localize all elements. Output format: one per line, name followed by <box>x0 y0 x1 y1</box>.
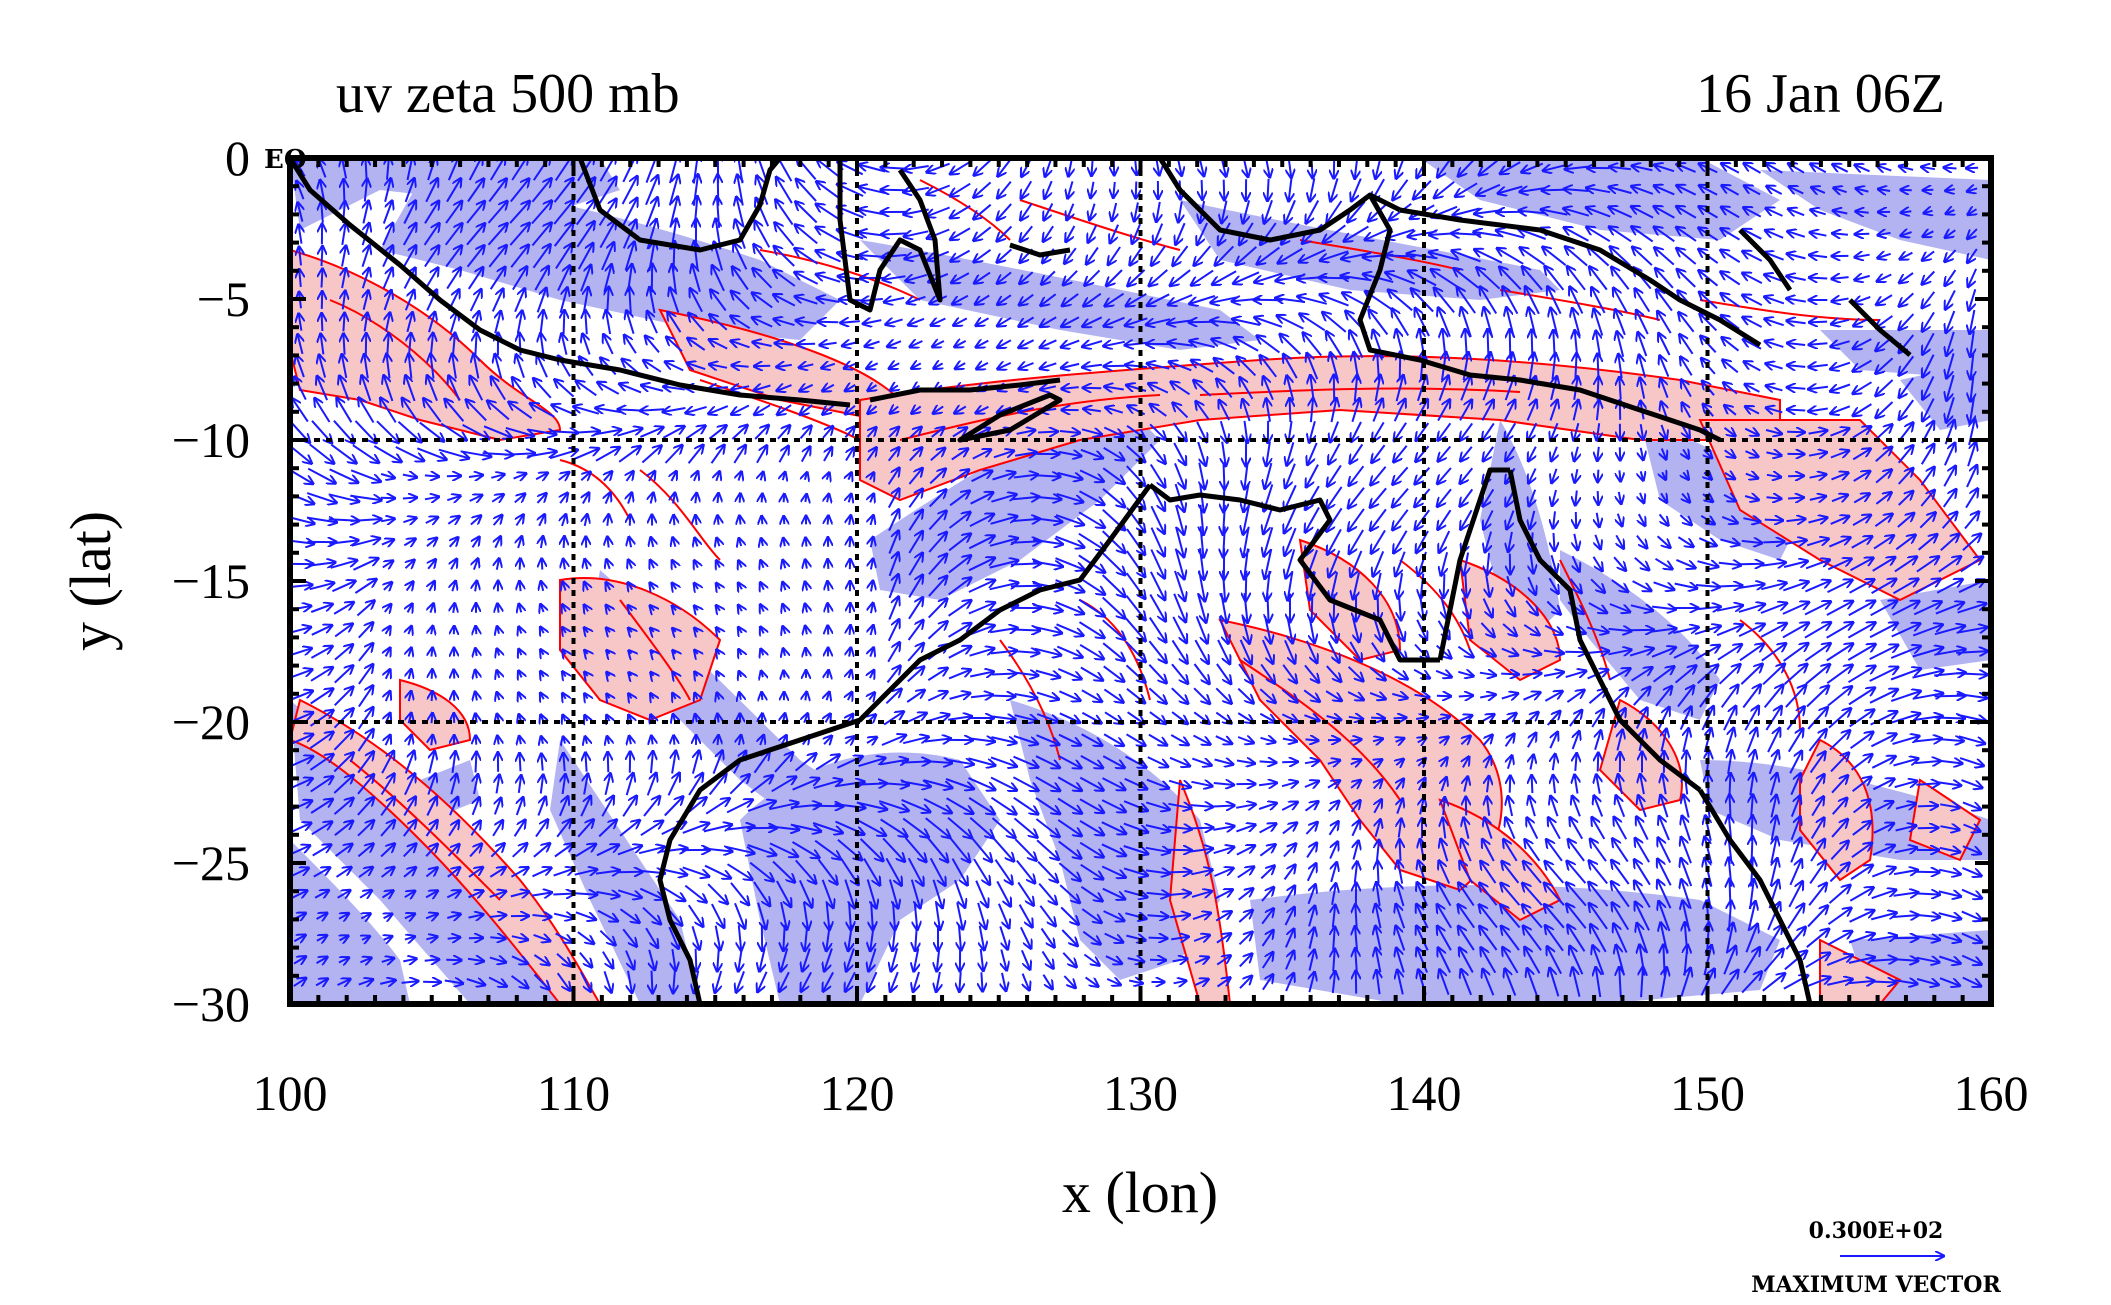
x-axis-label: x (lon) <box>1062 1160 1218 1225</box>
map-valid-time: 16 Jan 06Z <box>1696 63 1945 125</box>
coastline-gulf-carpentaria <box>1437 467 1510 661</box>
y-tick-label: −25 <box>172 835 250 891</box>
coastline-australia-west <box>657 483 1153 1004</box>
equator-label: EQ <box>264 145 306 175</box>
x-axis-ticks: 100 110 120 130 140 150 160 <box>253 1065 2029 1121</box>
coastline-sulawesi <box>837 158 943 313</box>
coastline-new-guinea-south <box>1357 193 1722 443</box>
coastline-java <box>559 357 851 408</box>
coastlines <box>290 158 1912 1004</box>
max-vector-legend: 0.300E+02 MAXIMUM VECTOR <box>1751 1218 2001 1298</box>
coastline-new-guinea-east <box>1399 207 1762 348</box>
coastline-bismarck <box>1738 228 1793 292</box>
y-axis-label: y (lat) <box>58 511 123 651</box>
x-tick-label: 150 <box>1670 1065 1745 1121</box>
x-tick-label: 120 <box>820 1065 895 1121</box>
coastline-solomons <box>1848 298 1912 357</box>
x-tick-label: 140 <box>1387 1065 1462 1121</box>
map-title: uv zeta 500 mb <box>336 63 680 125</box>
y-tick-label: −5 <box>197 271 250 327</box>
coastline-australia-north <box>1148 483 1440 663</box>
y-tick-label: −10 <box>172 412 250 468</box>
x-tick-label: 130 <box>1103 1065 1178 1121</box>
max-vector-value: 0.300E+02 <box>1809 1218 1944 1244</box>
coastline-cape-york <box>1507 469 1702 792</box>
coastline-borneo <box>577 158 782 253</box>
y-tick-label: −15 <box>172 553 250 609</box>
plot-area <box>290 158 1991 1004</box>
coastline-timor <box>957 392 1063 443</box>
y-tick-label: −20 <box>172 694 250 750</box>
max-vector-caption: MAXIMUM VECTOR <box>1751 1272 2001 1298</box>
y-tick-label: 0 <box>225 130 250 186</box>
x-tick-label: 110 <box>537 1065 610 1121</box>
minor-ticks <box>288 156 1993 1006</box>
y-axis-ticks: 0 −5 −10 −15 −20 −25 −30 <box>172 130 250 1032</box>
coastline-australia-east <box>1697 788 1813 1004</box>
coastline-new-guinea-north <box>1157 158 1402 243</box>
coastline-nusa-tenggara <box>869 377 1061 403</box>
x-tick-label: 160 <box>1954 1065 2029 1121</box>
gridlines <box>290 158 1991 1004</box>
coastline-maluku <box>1009 242 1071 258</box>
y-tick-label: −30 <box>172 976 250 1032</box>
x-tick-label: 100 <box>253 1065 328 1121</box>
coastline-sumatra <box>290 158 561 363</box>
